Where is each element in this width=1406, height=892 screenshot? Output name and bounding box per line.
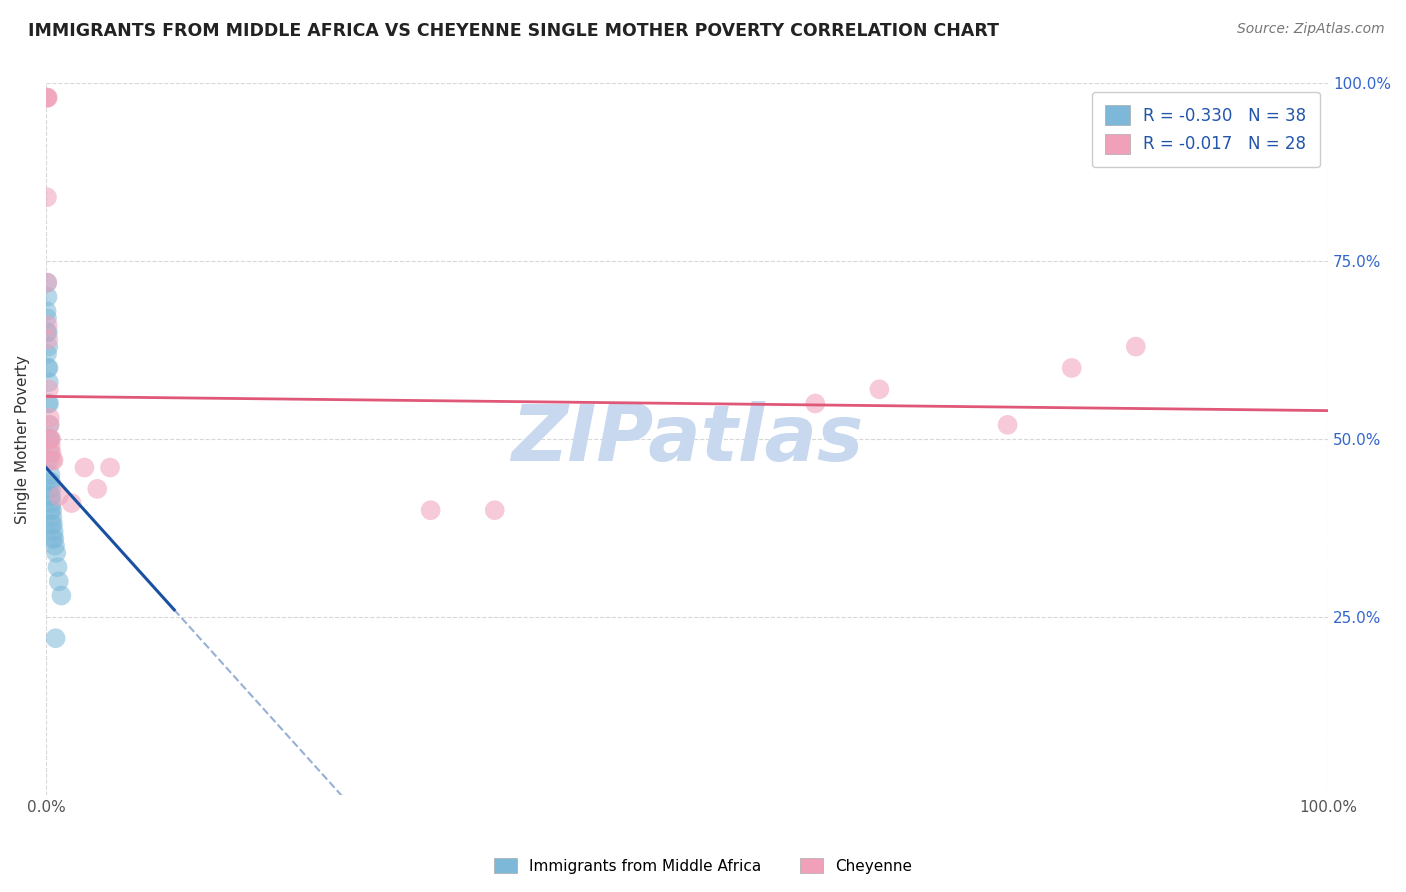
Point bbox=[419, 503, 441, 517]
Point bbox=[38, 417, 60, 432]
Point bbox=[41, 503, 63, 517]
Point bbox=[37, 276, 59, 290]
Point bbox=[42, 524, 65, 539]
Point bbox=[38, 396, 60, 410]
Point bbox=[37, 90, 59, 104]
Point bbox=[45, 546, 67, 560]
Point bbox=[39, 432, 62, 446]
Point bbox=[37, 290, 59, 304]
Point bbox=[39, 503, 62, 517]
Point bbox=[35, 304, 58, 318]
Point bbox=[60, 496, 83, 510]
Point bbox=[46, 560, 69, 574]
Point bbox=[38, 432, 60, 446]
Point bbox=[37, 360, 59, 375]
Point bbox=[1125, 340, 1147, 354]
Point bbox=[37, 396, 59, 410]
Point bbox=[45, 631, 67, 645]
Point bbox=[37, 432, 59, 446]
Point bbox=[37, 333, 59, 347]
Point bbox=[37, 318, 59, 333]
Point bbox=[42, 453, 65, 467]
Point bbox=[39, 489, 62, 503]
Point bbox=[39, 475, 62, 489]
Point bbox=[37, 347, 59, 361]
Point bbox=[38, 475, 60, 489]
Point bbox=[37, 90, 59, 104]
Point bbox=[42, 517, 65, 532]
Point bbox=[41, 510, 63, 524]
Point bbox=[41, 446, 63, 460]
Point bbox=[48, 489, 70, 503]
Point bbox=[86, 482, 108, 496]
Point bbox=[38, 375, 60, 389]
Point bbox=[868, 382, 890, 396]
Point bbox=[51, 589, 73, 603]
Point bbox=[41, 496, 63, 510]
Point bbox=[35, 311, 58, 326]
Point bbox=[41, 489, 63, 503]
Point bbox=[48, 574, 70, 589]
Text: IMMIGRANTS FROM MIDDLE AFRICA VS CHEYENNE SINGLE MOTHER POVERTY CORRELATION CHAR: IMMIGRANTS FROM MIDDLE AFRICA VS CHEYENN… bbox=[28, 22, 1000, 40]
Point bbox=[44, 539, 66, 553]
Point bbox=[37, 340, 59, 354]
Point bbox=[41, 453, 63, 467]
Legend: Immigrants from Middle Africa, Cheyenne: Immigrants from Middle Africa, Cheyenne bbox=[488, 852, 918, 880]
Point bbox=[35, 90, 58, 104]
Point bbox=[37, 326, 59, 340]
Point bbox=[35, 190, 58, 204]
Point bbox=[39, 432, 62, 446]
Point bbox=[804, 396, 827, 410]
Point bbox=[38, 360, 60, 375]
Legend: R = -0.330   N = 38, R = -0.017   N = 28: R = -0.330 N = 38, R = -0.017 N = 28 bbox=[1091, 92, 1320, 168]
Point bbox=[1060, 360, 1083, 375]
Point bbox=[39, 446, 62, 460]
Point bbox=[39, 482, 62, 496]
Point bbox=[39, 439, 62, 453]
Text: Source: ZipAtlas.com: Source: ZipAtlas.com bbox=[1237, 22, 1385, 37]
Point bbox=[39, 467, 62, 482]
Text: ZIPatlas: ZIPatlas bbox=[510, 401, 863, 477]
Point bbox=[997, 417, 1019, 432]
Point bbox=[38, 410, 60, 425]
Point bbox=[41, 517, 63, 532]
Point bbox=[98, 460, 121, 475]
Point bbox=[38, 453, 60, 467]
Y-axis label: Single Mother Poverty: Single Mother Poverty bbox=[15, 355, 30, 524]
Point bbox=[44, 532, 66, 546]
Point bbox=[38, 417, 60, 432]
Point bbox=[38, 382, 60, 396]
Point bbox=[41, 532, 63, 546]
Point bbox=[37, 276, 59, 290]
Point bbox=[35, 326, 58, 340]
Point bbox=[484, 503, 506, 517]
Point bbox=[73, 460, 96, 475]
